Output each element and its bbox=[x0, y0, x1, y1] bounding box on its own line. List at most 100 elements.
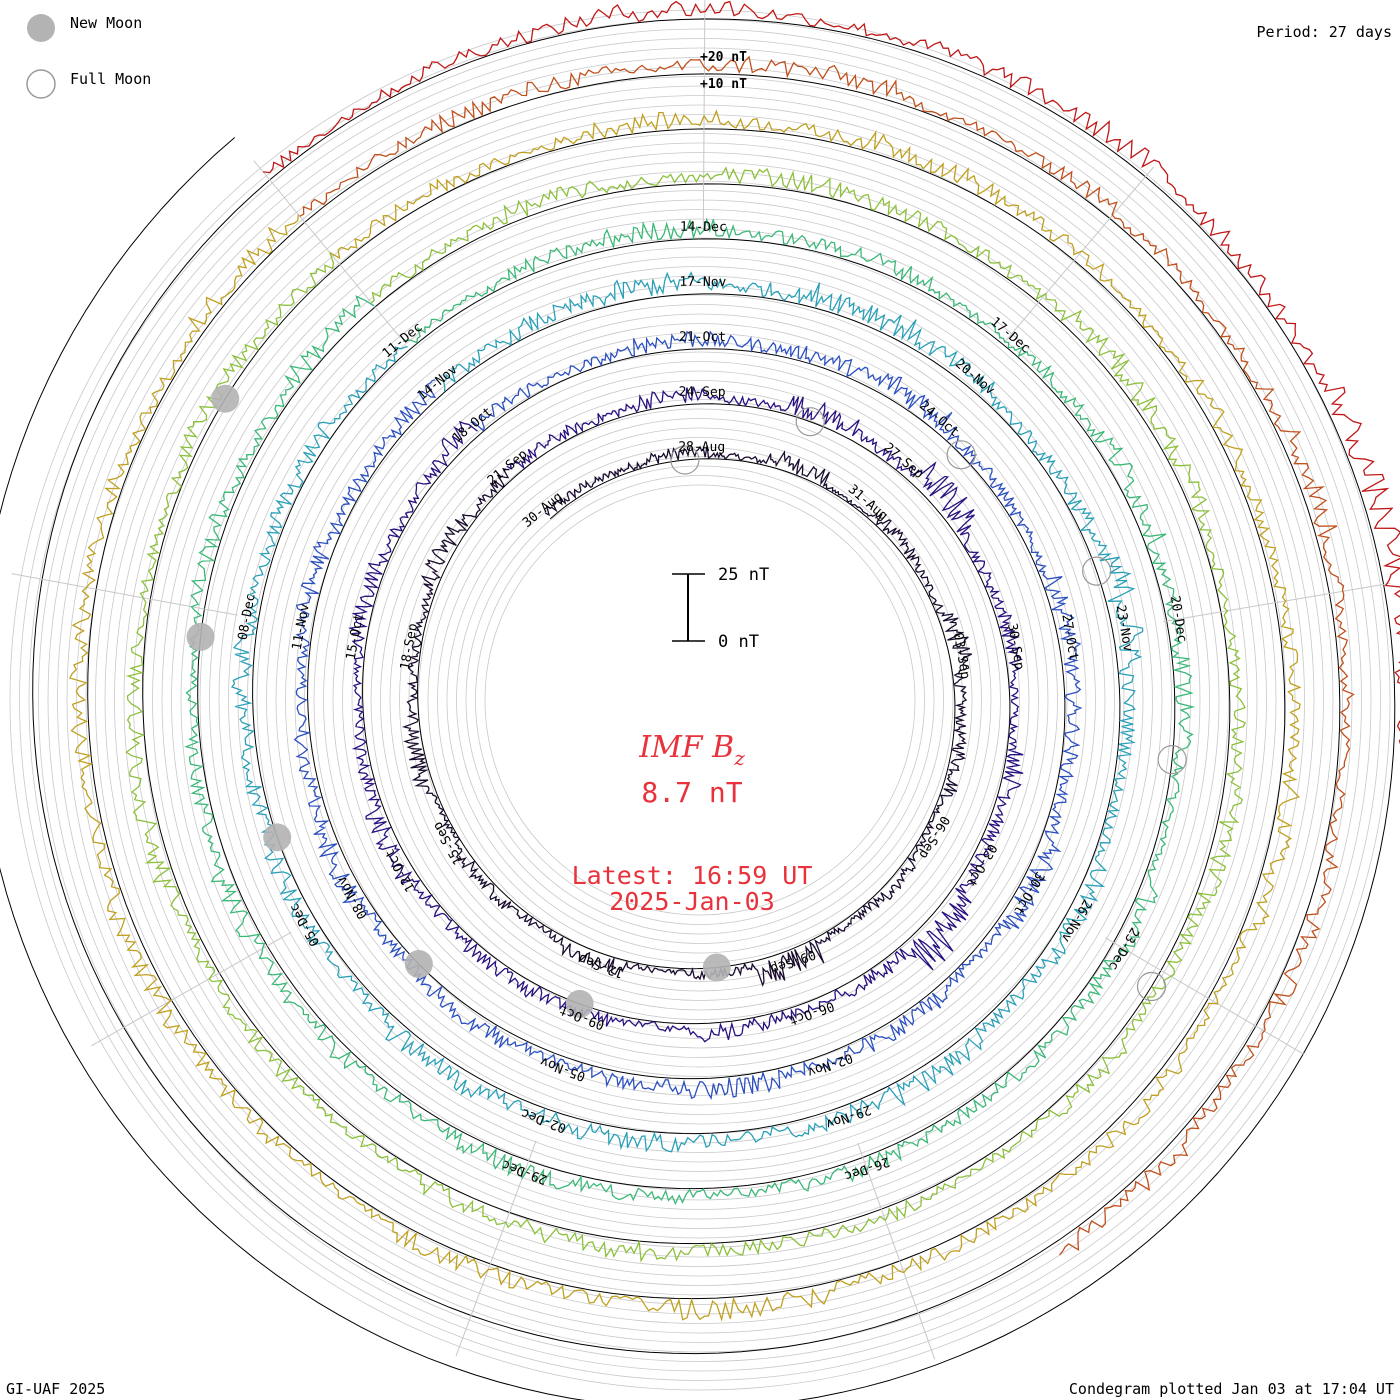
trace-series-4 bbox=[230, 271, 1144, 1153]
date-label: 02-Nov bbox=[805, 1050, 854, 1080]
data-traces bbox=[68, 0, 1400, 1322]
ref-label-20: +20 nT bbox=[700, 50, 747, 65]
grid-ring bbox=[9, 9, 1391, 1391]
new-moon-marker bbox=[565, 989, 594, 1018]
new-moon-marker bbox=[186, 622, 215, 651]
grid-ring bbox=[228, 228, 1172, 1172]
legend: New Moon Full Moon bbox=[26, 14, 151, 99]
scale-bottom-label: 0 nT bbox=[718, 632, 759, 652]
grid-ring bbox=[76, 76, 1324, 1324]
grid-ring bbox=[351, 351, 1049, 1049]
grid-spoke bbox=[11, 573, 238, 616]
grid-ring bbox=[199, 199, 1201, 1201]
grid-ring bbox=[484, 484, 916, 916]
date-label: 05-Nov bbox=[538, 1053, 587, 1083]
grid-ring bbox=[256, 256, 1144, 1144]
trace-series-6 bbox=[125, 166, 1246, 1263]
full-moon-marker bbox=[670, 445, 700, 475]
grid-spoke bbox=[91, 931, 292, 1047]
grid-ring bbox=[247, 247, 1153, 1153]
full-moon-icon bbox=[26, 69, 56, 99]
grid-ring bbox=[294, 294, 1106, 1106]
grid-ring bbox=[38, 38, 1362, 1362]
grid-ring bbox=[332, 332, 1068, 1068]
scale-bar: 25 nT 0 nT bbox=[672, 565, 769, 652]
grid-ring bbox=[275, 275, 1125, 1125]
credit-label: GI-UAF 2025 bbox=[6, 1380, 105, 1398]
date-label: 14-Dec bbox=[680, 220, 727, 235]
trace-series-9 bbox=[263, 0, 1400, 745]
latest-date: 2025-Jan-03 bbox=[609, 887, 775, 916]
date-label: 26-Dec bbox=[842, 1153, 891, 1183]
new-moon-marker bbox=[702, 953, 731, 982]
date-label: 24-Sep bbox=[679, 385, 726, 400]
date-label: 20-Dec bbox=[1167, 595, 1190, 644]
date-label: 28-Aug bbox=[678, 440, 725, 455]
grid-ring bbox=[133, 133, 1267, 1267]
full-moon-marker bbox=[1082, 556, 1112, 586]
scale-top-label: 25 nT bbox=[718, 565, 769, 585]
grid-ring bbox=[209, 209, 1191, 1191]
date-label: 12-Sep bbox=[577, 950, 626, 980]
latest-time: Latest: 16:59 UT bbox=[572, 861, 813, 890]
date-label: 17-Nov bbox=[679, 275, 726, 290]
date-label: 03-Sep bbox=[950, 631, 973, 680]
moon-markers bbox=[186, 384, 1187, 1018]
full-moon-label: Full Moon bbox=[70, 70, 151, 88]
full-moon-marker bbox=[1136, 971, 1167, 1002]
grid-spoke bbox=[1004, 166, 1155, 343]
date-label: 29-Nov bbox=[823, 1101, 872, 1131]
grid-ring bbox=[218, 218, 1182, 1182]
grid-ring bbox=[437, 437, 963, 963]
grid-spoke bbox=[857, 1142, 936, 1360]
trace-series-8 bbox=[299, 55, 1355, 1256]
trace-series-7 bbox=[68, 109, 1302, 1322]
new-moon-marker bbox=[404, 950, 433, 979]
grid-ring bbox=[323, 323, 1077, 1077]
date-label: 08-Nov bbox=[335, 873, 371, 921]
new-moon-marker bbox=[263, 823, 292, 852]
grid-ring bbox=[66, 66, 1334, 1334]
grid-ring bbox=[104, 104, 1296, 1296]
grid-spoke bbox=[1105, 937, 1305, 1055]
grid-ring bbox=[408, 408, 992, 992]
grid-ring bbox=[123, 123, 1277, 1277]
new-moon-icon bbox=[27, 14, 55, 42]
grid-ring bbox=[418, 418, 982, 982]
grid-ring bbox=[237, 237, 1163, 1163]
date-label: 23-Nov bbox=[1113, 604, 1136, 653]
plotted-label: Condegram plotted Jan 03 at 17:04 UT bbox=[1069, 1380, 1394, 1398]
grid-ring bbox=[171, 171, 1229, 1229]
ref-label-10: +10 nT bbox=[700, 77, 747, 92]
grid-ring bbox=[28, 28, 1372, 1372]
center-value: 8.7 nT bbox=[641, 776, 742, 809]
full-moon-marker bbox=[1157, 745, 1187, 775]
date-label: 30-Sep bbox=[1004, 622, 1027, 671]
trace-series-3 bbox=[293, 330, 1083, 1101]
date-label: 12-Oct bbox=[383, 846, 419, 894]
grid-ring bbox=[389, 389, 1011, 1011]
new-moon-label: New Moon bbox=[70, 14, 142, 32]
grid-ring bbox=[114, 114, 1286, 1286]
grid-ring bbox=[85, 85, 1315, 1315]
trace-series-1 bbox=[401, 444, 973, 988]
grid-spoke bbox=[253, 160, 401, 339]
grid-ring bbox=[190, 190, 1210, 1210]
full-moon-marker bbox=[946, 440, 976, 470]
date-label: 11-Dec bbox=[380, 320, 426, 361]
date-label: 09-Sep bbox=[768, 946, 817, 976]
grid-ring bbox=[285, 285, 1115, 1115]
grid-ring bbox=[152, 152, 1248, 1248]
full-moon-marker bbox=[795, 407, 825, 437]
grid-ring bbox=[313, 313, 1087, 1087]
new-moon-marker bbox=[211, 384, 240, 413]
date-label: 14-Nov bbox=[415, 362, 461, 404]
date-label: 21-Oct bbox=[679, 330, 726, 345]
grid-rings bbox=[0, 9, 1396, 1400]
grid-ring bbox=[370, 370, 1030, 1030]
grid-ring bbox=[399, 399, 1001, 1001]
grid-spoke bbox=[1163, 582, 1391, 623]
grid-ring bbox=[161, 161, 1239, 1239]
trace-series-5 bbox=[184, 217, 1196, 1206]
